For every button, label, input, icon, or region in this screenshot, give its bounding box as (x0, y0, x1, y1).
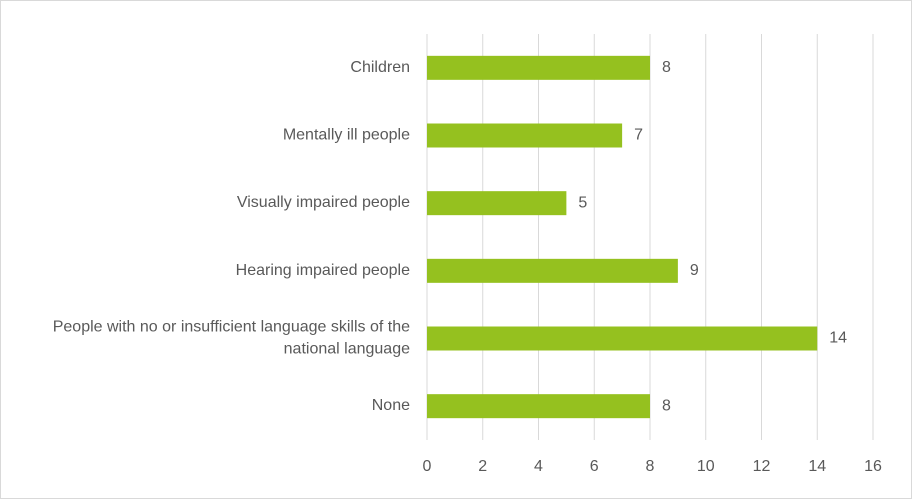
x-tick-label: 2 (478, 458, 487, 475)
y-tick-label: Children (350, 59, 410, 76)
y-tick-label: Hearing impaired people (236, 262, 410, 279)
x-tick-label: 8 (646, 458, 655, 475)
x-tick-label: 4 (534, 458, 543, 475)
bar (427, 55, 650, 80)
y-tick-label: Visually impaired people (237, 194, 410, 211)
data-label: 5 (578, 194, 587, 211)
x-tick-label: 0 (423, 458, 432, 475)
x-tick-label: 10 (697, 458, 715, 475)
y-tick-label: People with no or insufficient language … (53, 319, 410, 358)
y-tick-label: None (372, 397, 410, 414)
x-tick-label: 14 (808, 458, 826, 475)
x-tick-label: 6 (590, 458, 599, 475)
data-label: 7 (634, 127, 643, 144)
bar (427, 191, 567, 216)
bar (427, 123, 623, 148)
data-label: 14 (829, 330, 847, 347)
bar (427, 326, 818, 351)
data-label: 9 (690, 262, 699, 279)
x-tick-label: 16 (864, 458, 882, 475)
x-tick-label: 12 (753, 458, 771, 475)
data-label: 8 (662, 397, 671, 414)
bar (427, 394, 650, 419)
bar (427, 258, 678, 283)
y-tick-label: Mentally ill people (283, 127, 410, 144)
data-label: 8 (662, 59, 671, 76)
